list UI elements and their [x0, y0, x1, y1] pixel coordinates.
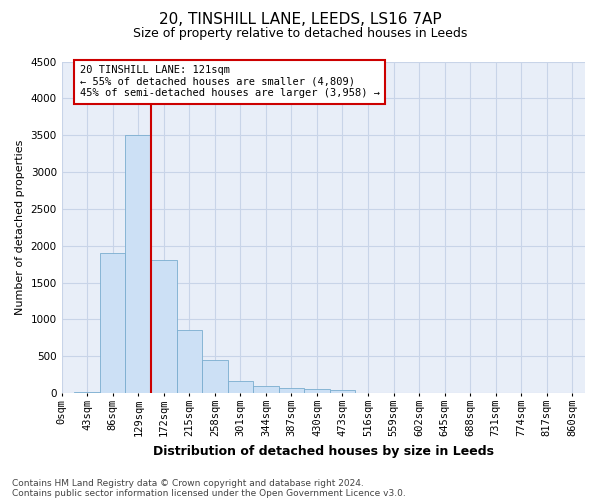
Bar	[304, 390, 330, 393]
Bar	[100, 253, 125, 393]
Bar	[202, 360, 227, 393]
X-axis label: Distribution of detached houses by size in Leeds: Distribution of detached houses by size …	[153, 444, 494, 458]
Bar	[330, 390, 355, 393]
Bar	[176, 330, 202, 393]
Bar	[253, 386, 278, 393]
Text: 20 TINSHILL LANE: 121sqm
← 55% of detached houses are smaller (4,809)
45% of sem: 20 TINSHILL LANE: 121sqm ← 55% of detach…	[80, 65, 380, 98]
Y-axis label: Number of detached properties: Number of detached properties	[15, 140, 25, 315]
Text: Size of property relative to detached houses in Leeds: Size of property relative to detached ho…	[133, 28, 467, 40]
Text: Contains public sector information licensed under the Open Government Licence v3: Contains public sector information licen…	[12, 488, 406, 498]
Text: 20, TINSHILL LANE, LEEDS, LS16 7AP: 20, TINSHILL LANE, LEEDS, LS16 7AP	[158, 12, 442, 28]
Bar	[278, 388, 304, 393]
Bar	[125, 135, 151, 393]
Bar	[74, 392, 100, 393]
Bar	[227, 382, 253, 393]
Text: Contains HM Land Registry data © Crown copyright and database right 2024.: Contains HM Land Registry data © Crown c…	[12, 478, 364, 488]
Bar	[151, 260, 176, 393]
